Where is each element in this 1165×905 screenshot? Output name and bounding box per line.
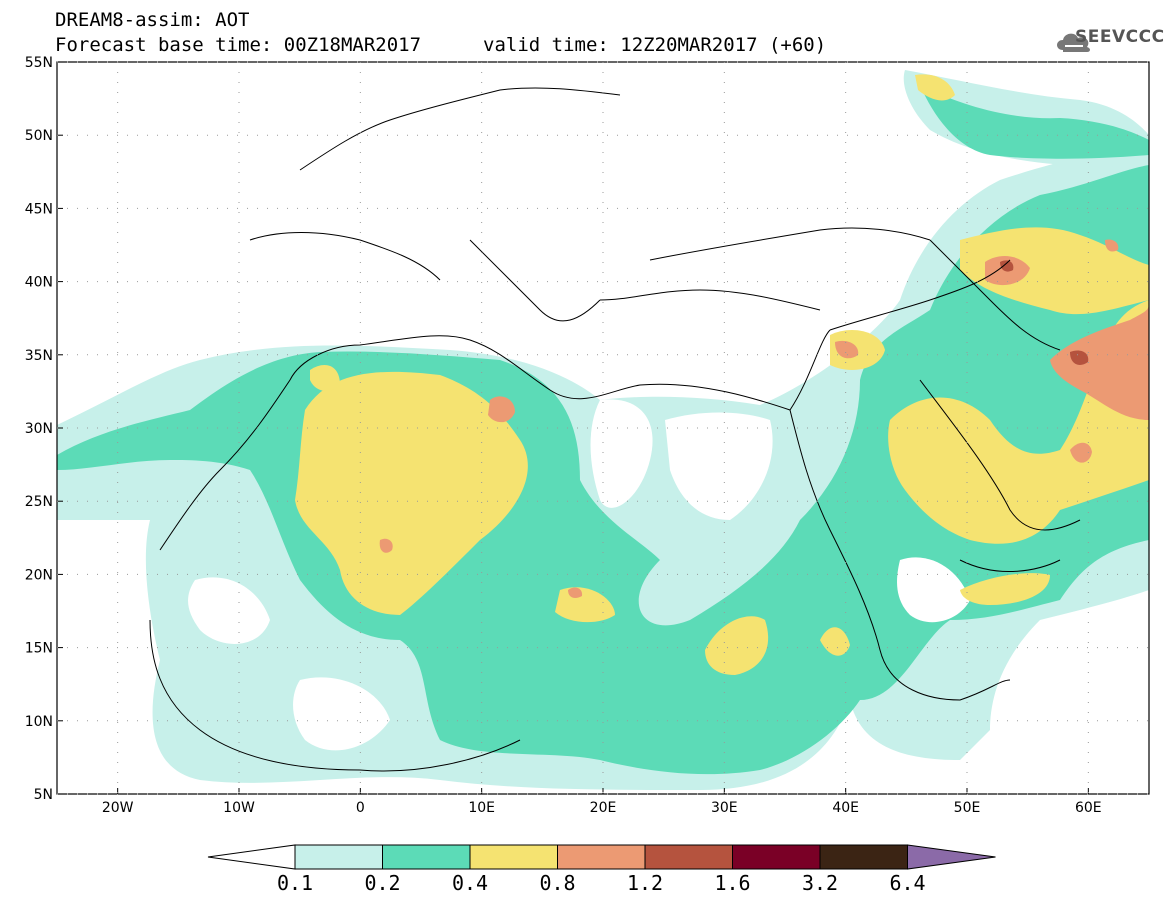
colorbar-segment (382, 844, 471, 870)
colorbar-segment (732, 844, 821, 870)
lat-label: 20N (25, 567, 53, 583)
longitude-labels: 20W 10W 0 10E 20E 30E 40E 50E 60E (102, 800, 1102, 816)
colorbar-segment (557, 844, 646, 870)
lat-label: 55N (25, 55, 53, 71)
colorbar-label: 1.2 (626, 871, 664, 895)
axis-ticks (57, 61, 1149, 795)
lon-label: 20W (102, 800, 134, 816)
colorbar-segment (819, 844, 908, 870)
colorbar-label: 0.8 (539, 871, 576, 895)
colorbar-label: 0.1 (276, 871, 314, 895)
aot-field (57, 70, 1149, 790)
lat-label: 10N (25, 714, 53, 730)
colorbar (207, 844, 996, 870)
colorbar-label: 6.4 (889, 871, 926, 895)
colorbar-label: 3.2 (801, 871, 839, 895)
latitude-labels: 55N 50N 45N 40N 35N 30N 25N 20N 15N 10N 5N (25, 55, 53, 803)
logo-text: SEEVCCC (1075, 27, 1165, 47)
lat-label: 15N (25, 641, 53, 657)
colorbar-segment (469, 844, 558, 870)
colorbar-segment (644, 844, 733, 870)
colorbar-label: 0.4 (451, 871, 489, 895)
lon-label: 40E (832, 800, 859, 816)
lon-label: 30E (711, 800, 738, 816)
colorbar-label: 0.2 (364, 871, 401, 895)
lat-label: 40N (25, 275, 53, 291)
lat-label: 5N (34, 787, 53, 803)
colorbar-segment (294, 844, 383, 870)
lon-label: 0 (356, 800, 365, 816)
lat-label: 25N (25, 494, 53, 510)
lat-label: 35N (25, 348, 53, 364)
cloud-logo-icon (1057, 33, 1090, 52)
lat-label: 45N (25, 201, 53, 217)
colorbar-label: 1.6 (714, 871, 751, 895)
colorbar-under-arrow (207, 844, 296, 870)
valid-time: valid time: 12Z20MAR2017 (+60) (483, 34, 827, 56)
coastlines (149, 87, 1081, 772)
lon-label: 50E (954, 800, 981, 816)
lon-label: 10W (223, 800, 255, 816)
lon-label: 60E (1075, 800, 1102, 816)
lon-label: 10E (468, 800, 495, 816)
lat-label: 30N (25, 421, 53, 437)
forecast-base-time: Forecast base time: 00Z18MAR2017 (55, 34, 422, 56)
map-title: DREAM8-assim: AOT (55, 9, 250, 31)
lat-label: 50N (25, 128, 53, 144)
lon-label: 20E (590, 800, 617, 816)
colorbar-over-arrow (907, 844, 996, 870)
